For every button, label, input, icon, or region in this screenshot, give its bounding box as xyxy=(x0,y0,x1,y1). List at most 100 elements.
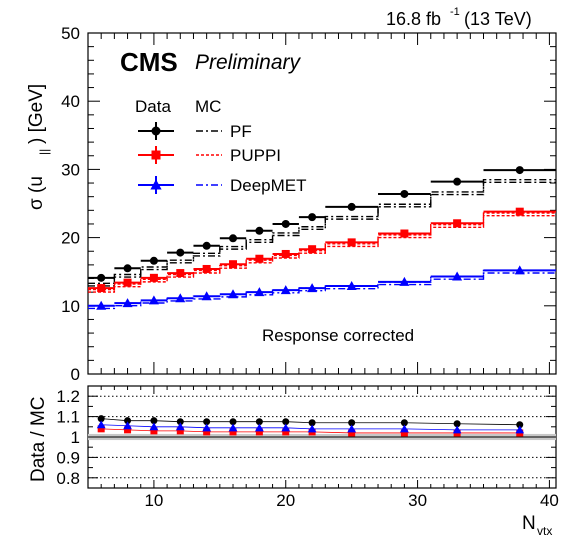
marker-deepmet xyxy=(228,423,238,432)
marker-puppi xyxy=(282,428,290,436)
marker-deepmet xyxy=(202,423,212,432)
main-y-tick-label: 40 xyxy=(61,92,80,111)
marker-deepmet xyxy=(122,298,133,308)
marker-deepmet xyxy=(452,271,463,281)
legend-label-puppi: PUPPI xyxy=(230,146,281,165)
marker-puppi xyxy=(229,260,238,269)
marker-pf xyxy=(515,166,524,175)
legend-header-data: Data xyxy=(135,97,171,116)
marker-puppi xyxy=(151,150,161,160)
x-axis-title-sub: vtx xyxy=(537,524,552,538)
main-y-axis-title: σ (u || ) [GeV] xyxy=(26,84,51,210)
marker-puppi xyxy=(97,425,105,433)
marker-deepmet xyxy=(346,281,357,291)
marker-pf xyxy=(124,417,132,425)
marker-deepmet xyxy=(399,276,410,286)
legend: Data MC PF PUPPI DeepMET xyxy=(135,97,307,195)
marker-deepmet xyxy=(281,423,291,432)
marker-puppi xyxy=(97,284,106,293)
marker-pf xyxy=(255,418,263,426)
marker-deepmet xyxy=(400,424,409,433)
ratio-y-tick-label: 0.9 xyxy=(56,448,80,467)
marker-deepmet xyxy=(228,289,239,299)
response-corrected-annotation: Response corrected xyxy=(262,326,414,345)
marker-puppi xyxy=(515,207,524,216)
mc-puppi-histogram xyxy=(88,215,556,293)
marker-puppi xyxy=(255,428,263,436)
marker-deepmet xyxy=(149,422,159,431)
marker-puppi xyxy=(400,429,408,437)
lumi-exponent: -1 xyxy=(450,6,460,18)
marker-pf xyxy=(229,234,238,243)
ratio-panel-marks xyxy=(96,415,525,437)
marker-deepmet xyxy=(123,421,132,430)
marker-puppi xyxy=(347,238,356,247)
marker-deepmet xyxy=(307,283,318,293)
mc-pf-histogram xyxy=(88,178,556,285)
main-y-tick-label: 10 xyxy=(61,297,80,316)
x-tick-label: 30 xyxy=(408,491,427,510)
top-panel-marks xyxy=(88,166,556,310)
marker-pf xyxy=(176,418,184,426)
lumi-value: 16.8 fb xyxy=(386,9,441,29)
marker-pf xyxy=(151,126,161,136)
x-axis-title-main: N xyxy=(522,513,536,534)
marker-pf xyxy=(308,419,316,427)
mc-pf-histogram xyxy=(88,181,556,287)
marker-pf xyxy=(229,418,237,426)
legend-label-deepmet: DeepMET xyxy=(230,176,307,195)
ratio-y-title: Data / MC xyxy=(28,396,49,482)
marker-puppi xyxy=(150,427,158,435)
ratio-y-tick-label: 1.2 xyxy=(56,387,80,406)
main-y-title-part1: σ (u xyxy=(26,176,47,210)
marker-deepmet xyxy=(254,287,265,297)
marker-deepmet xyxy=(347,424,357,433)
ratio-y-tick-label: 1.1 xyxy=(56,408,80,427)
top-panel: 0 10 20 30 40 50 xyxy=(61,24,557,384)
main-y-tick-label: 50 xyxy=(61,24,80,43)
marker-pf xyxy=(97,273,106,282)
marker-deepmet xyxy=(201,291,212,301)
marker-pf xyxy=(282,418,290,426)
marker-puppi xyxy=(203,428,211,436)
x-tick-label: 40 xyxy=(540,491,559,510)
marker-pf xyxy=(281,219,290,228)
cms-label: CMS xyxy=(120,47,178,77)
marker-puppi xyxy=(149,273,158,282)
marker-deepmet xyxy=(96,420,106,429)
main-y-title-sub: || xyxy=(37,149,51,155)
marker-deepmet xyxy=(514,265,525,275)
main-y-tick-label: 0 xyxy=(71,365,80,384)
marker-pf xyxy=(348,419,356,427)
legend-label-pf: PF xyxy=(230,122,252,141)
main-y-tick-label: 20 xyxy=(61,229,80,248)
marker-puppi xyxy=(124,426,132,434)
marker-deepmet xyxy=(280,285,291,295)
preliminary-label: Preliminary xyxy=(195,51,302,74)
marker-deepmet xyxy=(307,424,317,433)
marker-pf xyxy=(203,418,211,426)
x-tick-label: 10 xyxy=(144,491,163,510)
marker-pf xyxy=(453,420,461,428)
legend-header-mc: MC xyxy=(195,97,221,116)
main-y-title-unit: ) [GeV] xyxy=(26,84,47,144)
marker-puppi xyxy=(176,269,185,278)
marker-puppi xyxy=(308,245,317,254)
marker-pf xyxy=(97,415,105,423)
marker-pf xyxy=(453,177,462,186)
marker-pf xyxy=(516,421,524,429)
marker-deepmet xyxy=(515,425,525,434)
marker-puppi xyxy=(348,429,356,437)
marker-puppi xyxy=(202,264,211,273)
marker-puppi xyxy=(123,278,132,287)
marker-deepmet xyxy=(148,295,159,305)
marker-deepmet xyxy=(96,300,107,310)
marker-puppi xyxy=(400,229,409,238)
marker-deepmet xyxy=(175,422,185,431)
marker-deepmet xyxy=(150,179,162,190)
marker-deepmet xyxy=(452,425,462,434)
marker-pf xyxy=(150,417,158,425)
marker-puppi xyxy=(255,254,264,263)
ratio-y-tick-label: 1 xyxy=(71,428,80,447)
